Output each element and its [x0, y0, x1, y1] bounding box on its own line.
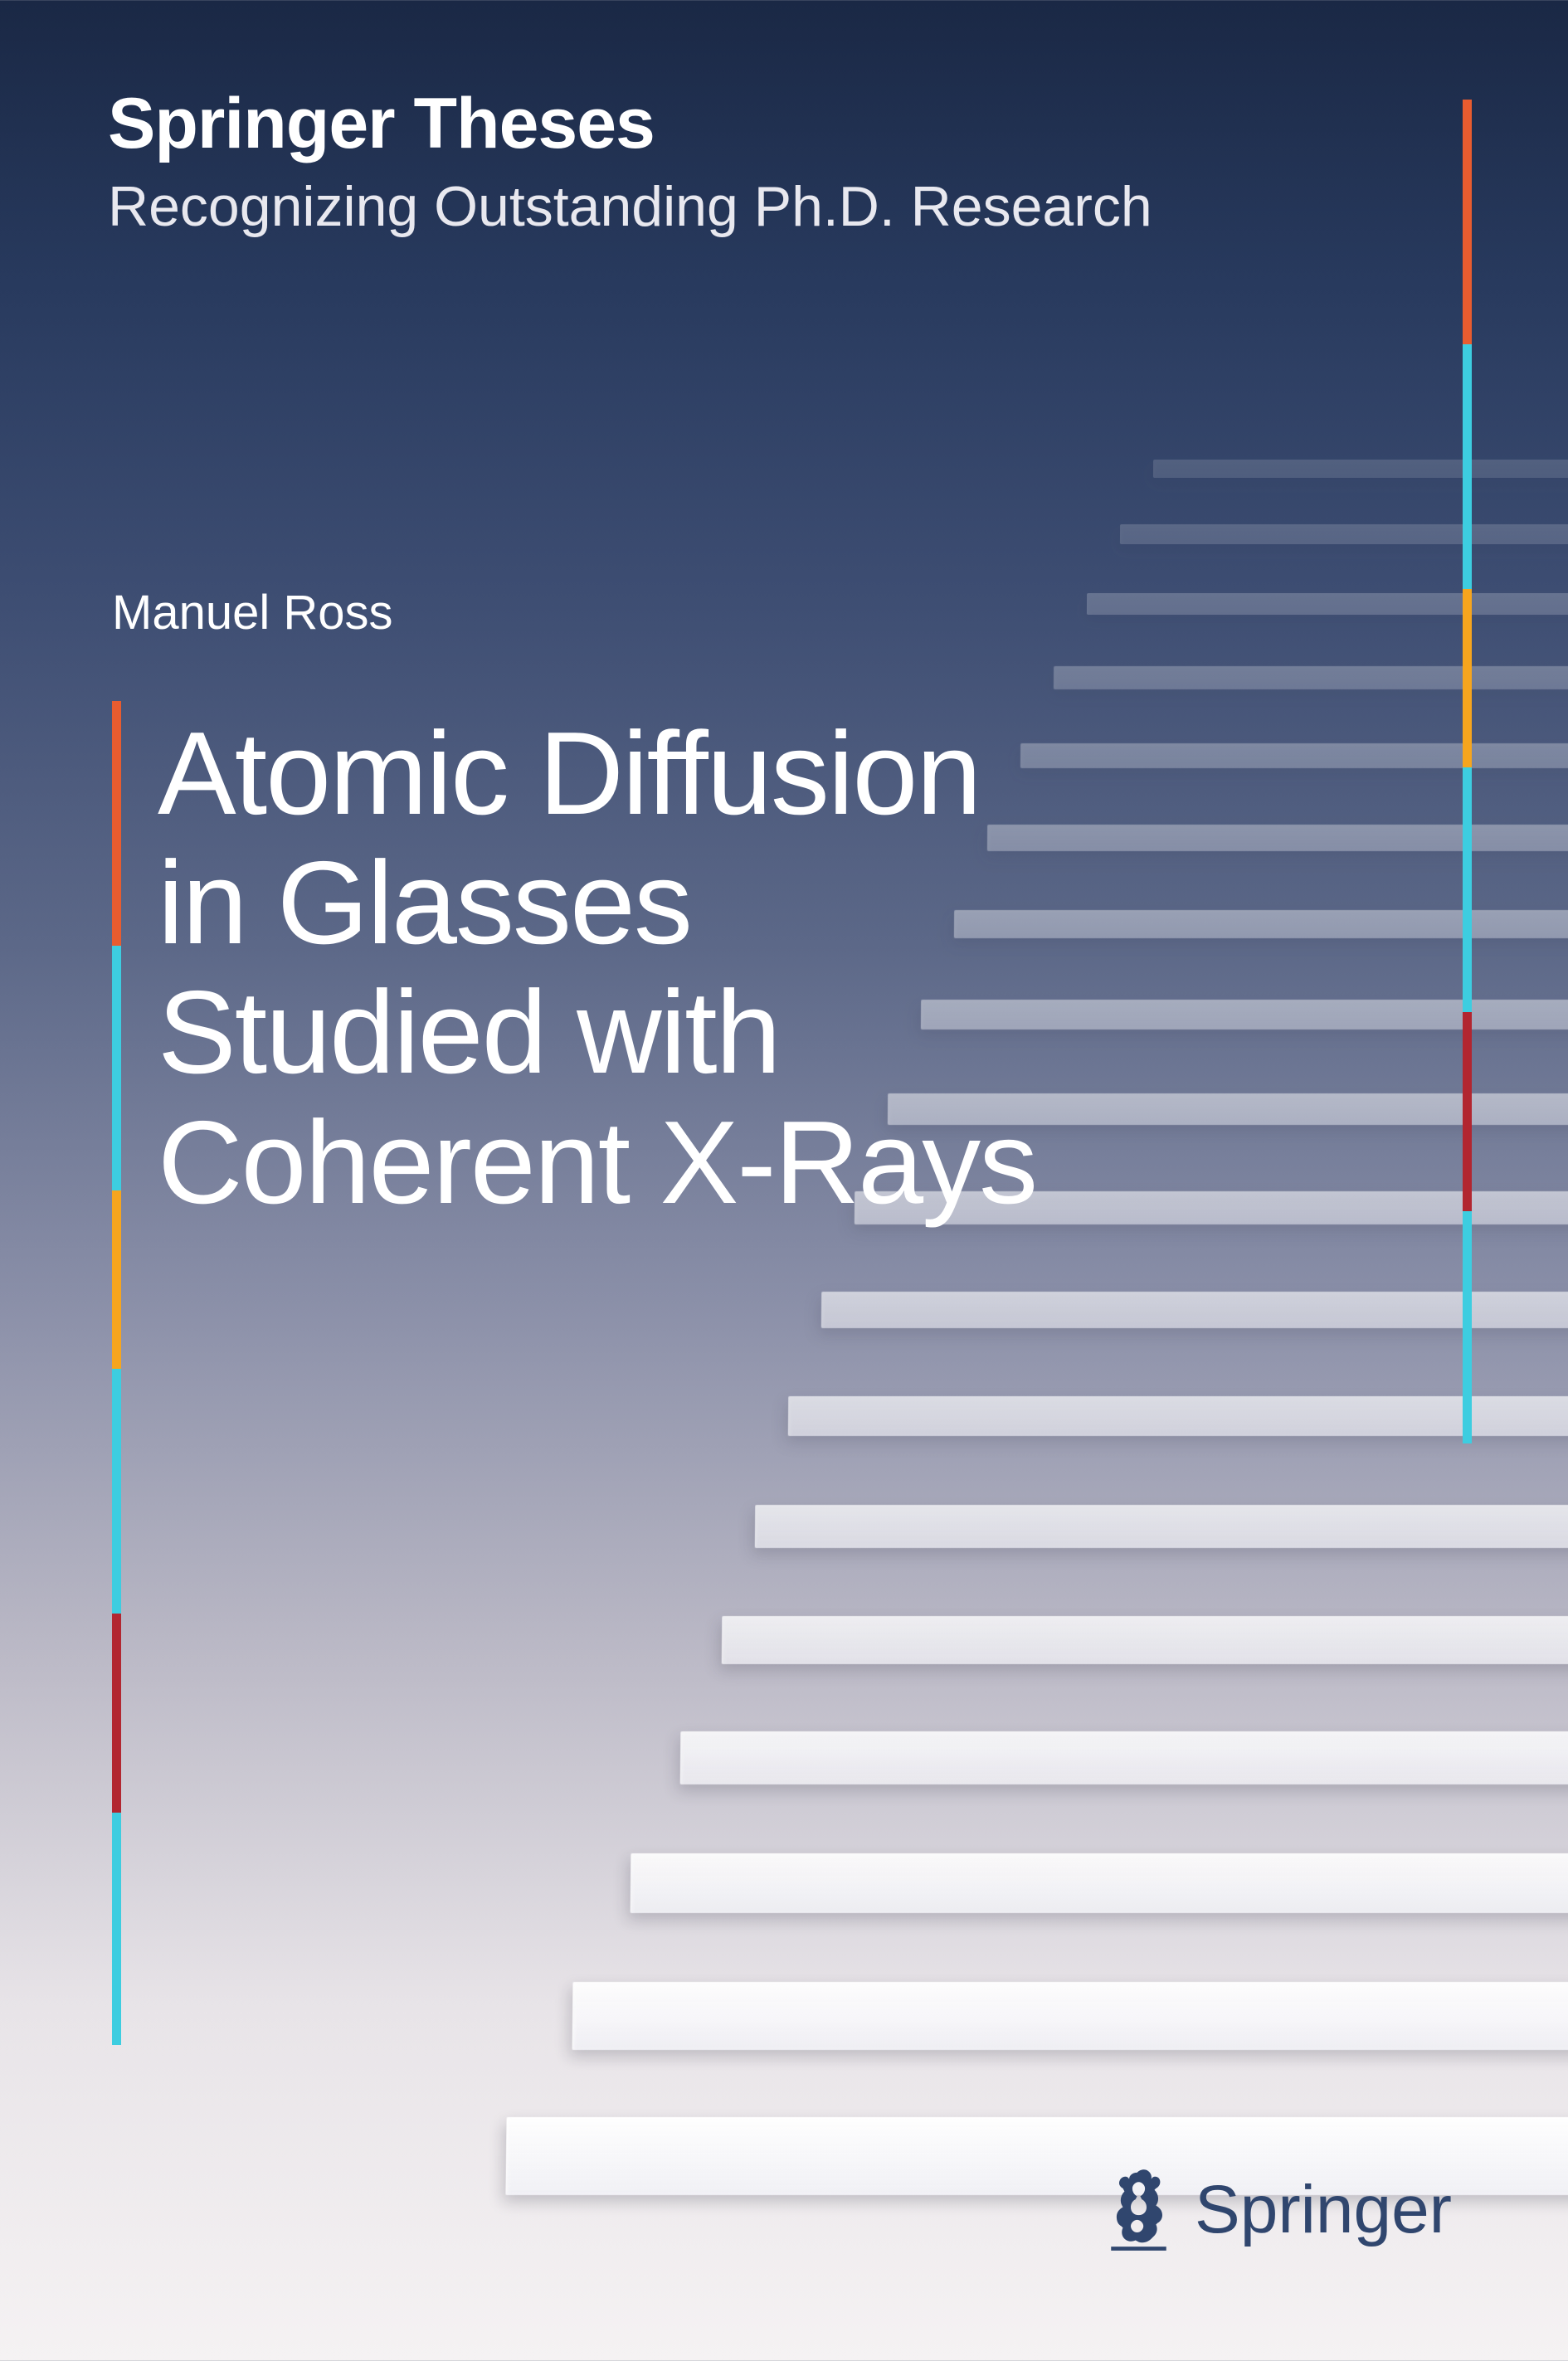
springer-horse-icon	[1099, 2166, 1178, 2253]
color-segment	[112, 946, 121, 1190]
series-title: Springer Theses	[108, 83, 655, 165]
title-line: Atomic Diffusion	[158, 709, 1036, 839]
color-segment	[1463, 1211, 1472, 1443]
color-segment	[1463, 1012, 1472, 1211]
step-slab	[1120, 524, 1568, 544]
color-segment	[112, 701, 121, 946]
step-slab	[821, 1292, 1568, 1328]
step-slab	[1020, 743, 1568, 768]
right-color-bar	[1463, 100, 1472, 1443]
publisher-name: Springer	[1195, 2171, 1452, 2249]
title-line: Coherent X-Rays	[158, 1098, 1036, 1228]
step-slab	[722, 1616, 1568, 1664]
color-segment	[112, 1813, 121, 2045]
color-segment	[1463, 344, 1472, 589]
step-slab	[755, 1505, 1568, 1548]
color-segment	[1463, 589, 1472, 767]
step-slab	[1054, 666, 1568, 689]
color-segment	[1463, 767, 1472, 1012]
step-slab	[680, 1731, 1568, 1784]
title-line: Studied with	[158, 968, 1036, 1098]
step-slab	[788, 1396, 1568, 1436]
step-slab	[1087, 593, 1568, 615]
left-color-bar	[112, 701, 121, 2045]
color-segment	[112, 1614, 121, 1813]
step-slab	[954, 910, 1568, 938]
step-slab	[987, 825, 1568, 851]
color-segment	[112, 1190, 121, 1369]
step-slab	[1153, 460, 1568, 478]
color-segment	[112, 1369, 121, 1614]
step-slab	[572, 1982, 1568, 2050]
title-line: in Glasses	[158, 839, 1036, 968]
series-subtitle: Recognizing Outstanding Ph.D. Research	[108, 174, 1152, 239]
publisher-block: Springer	[1099, 2166, 1452, 2253]
color-segment	[1463, 100, 1472, 344]
author-name: Manuel Ross	[112, 585, 392, 640]
step-slab	[631, 1853, 1568, 1913]
book-title: Atomic Diffusion in Glasses Studied with…	[158, 709, 1036, 1228]
